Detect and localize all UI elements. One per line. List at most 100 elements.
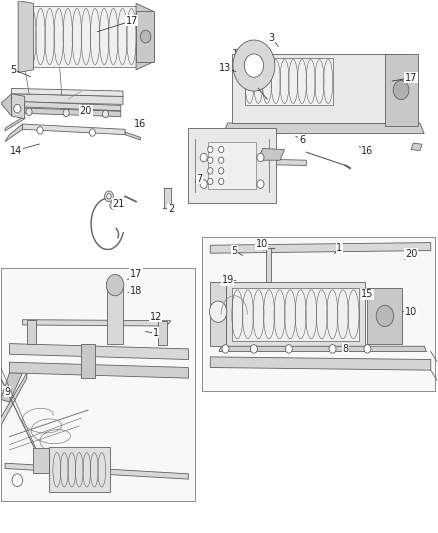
Polygon shape	[204, 139, 228, 196]
Circle shape	[257, 180, 264, 188]
Circle shape	[219, 157, 224, 164]
Polygon shape	[12, 94, 123, 104]
Bar	[53, 451, 106, 488]
Circle shape	[200, 154, 207, 162]
Circle shape	[110, 201, 116, 209]
Polygon shape	[18, 1, 33, 72]
Text: 19: 19	[222, 276, 234, 285]
Text: 10: 10	[405, 306, 417, 317]
Polygon shape	[33, 448, 49, 473]
Text: 15: 15	[361, 289, 374, 299]
Circle shape	[107, 193, 111, 199]
Circle shape	[208, 167, 213, 174]
Text: 8: 8	[343, 344, 349, 354]
Circle shape	[219, 147, 224, 153]
Bar	[1, 268, 195, 502]
Circle shape	[26, 108, 32, 116]
Text: 16: 16	[361, 146, 374, 156]
Polygon shape	[210, 357, 431, 370]
Polygon shape	[219, 346, 426, 352]
Polygon shape	[1, 94, 12, 116]
Polygon shape	[12, 88, 123, 96]
Circle shape	[200, 180, 207, 188]
Text: 13: 13	[219, 63, 232, 73]
Text: 2: 2	[168, 204, 174, 214]
Circle shape	[251, 345, 258, 353]
Text: 5: 5	[231, 246, 237, 255]
Text: 17: 17	[130, 269, 142, 279]
Polygon shape	[81, 344, 95, 378]
Text: 17: 17	[405, 73, 417, 83]
Polygon shape	[1, 373, 22, 402]
Circle shape	[219, 167, 224, 174]
Text: 18: 18	[130, 286, 142, 296]
Circle shape	[376, 305, 394, 327]
Bar	[164, 188, 171, 208]
Bar	[201, 237, 435, 391]
Polygon shape	[237, 159, 306, 165]
Circle shape	[102, 110, 109, 118]
Polygon shape	[158, 321, 166, 345]
Bar	[107, 285, 123, 344]
Bar	[188, 128, 276, 203]
Circle shape	[12, 474, 22, 487]
Polygon shape	[22, 124, 125, 135]
Polygon shape	[258, 149, 285, 160]
Bar	[27, 6, 136, 67]
Polygon shape	[210, 282, 226, 346]
Bar	[136, 11, 153, 62]
Circle shape	[106, 274, 124, 296]
Text: 14: 14	[10, 146, 22, 156]
Circle shape	[222, 345, 229, 353]
Text: 3: 3	[268, 33, 275, 43]
Bar	[385, 54, 418, 126]
Text: 1: 1	[336, 244, 342, 253]
Circle shape	[14, 104, 21, 113]
Text: 5: 5	[11, 65, 17, 75]
Circle shape	[208, 157, 213, 164]
Text: 10: 10	[256, 239, 268, 249]
Circle shape	[257, 154, 264, 162]
Text: 9: 9	[4, 387, 11, 397]
Circle shape	[89, 129, 95, 136]
Circle shape	[233, 40, 275, 91]
Bar	[245, 58, 332, 106]
Polygon shape	[22, 320, 171, 326]
Circle shape	[393, 80, 409, 100]
Polygon shape	[125, 132, 141, 140]
Bar	[266, 248, 272, 282]
Text: 17: 17	[126, 16, 138, 26]
Polygon shape	[136, 3, 153, 70]
Circle shape	[329, 345, 336, 353]
Polygon shape	[27, 320, 35, 344]
Circle shape	[63, 109, 69, 117]
Bar	[232, 288, 359, 341]
Polygon shape	[25, 102, 121, 111]
Text: 16: 16	[134, 119, 147, 129]
Circle shape	[209, 301, 227, 322]
Circle shape	[364, 345, 371, 353]
Polygon shape	[223, 123, 424, 134]
Bar	[208, 142, 256, 189]
Text: 7: 7	[196, 174, 202, 184]
Polygon shape	[210, 243, 431, 253]
Polygon shape	[5, 463, 188, 479]
Circle shape	[208, 147, 213, 153]
Circle shape	[219, 178, 224, 184]
Polygon shape	[5, 116, 25, 131]
Text: 1: 1	[152, 328, 159, 338]
Text: 21: 21	[113, 199, 125, 209]
Polygon shape	[1, 373, 27, 426]
Bar	[367, 288, 403, 344]
Polygon shape	[10, 344, 188, 360]
Circle shape	[141, 30, 151, 43]
Text: 6: 6	[299, 135, 305, 145]
Bar	[49, 447, 110, 492]
Polygon shape	[10, 362, 188, 378]
Bar	[226, 282, 365, 346]
Polygon shape	[5, 124, 22, 142]
Circle shape	[244, 54, 264, 77]
Circle shape	[286, 345, 292, 353]
Circle shape	[37, 127, 43, 134]
Polygon shape	[25, 108, 121, 117]
